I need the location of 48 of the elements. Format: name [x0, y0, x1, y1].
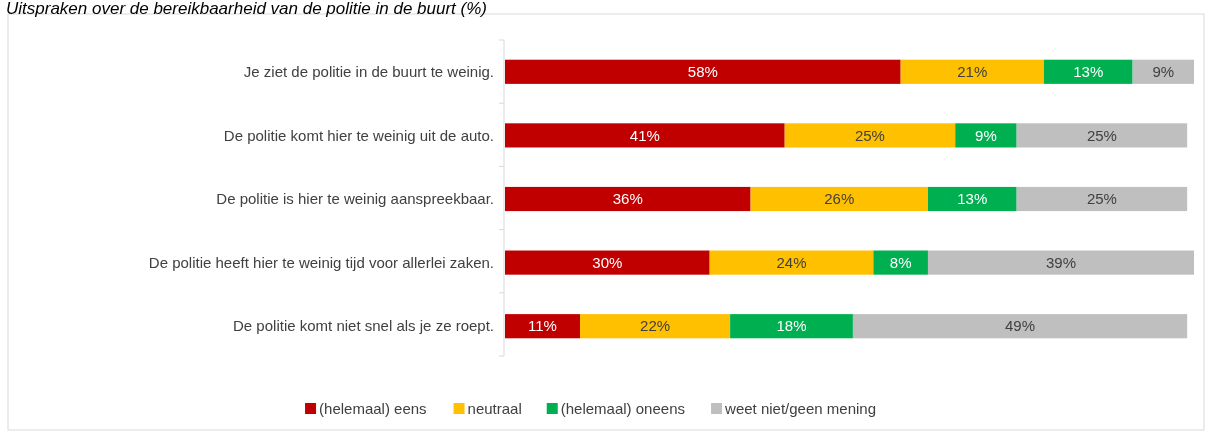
- data-label: 39%: [1045, 253, 1076, 271]
- data-label: 25%: [854, 126, 885, 144]
- bar: [505, 123, 785, 148]
- legend-label: neutraal: [467, 400, 522, 418]
- bar: [927, 250, 1194, 275]
- legend-label: (helemaal) oneens: [560, 400, 685, 418]
- data-label: 41%: [629, 126, 660, 144]
- y-tick-label: Je ziet de politie in de buurt te weinig.: [243, 63, 494, 81]
- bar: [852, 314, 1188, 339]
- bar: [784, 123, 956, 148]
- data-label: 30%: [592, 253, 623, 271]
- legend-label: (helemaal) eens: [319, 400, 427, 418]
- data-label: 18%: [776, 317, 807, 335]
- legend-label: weet niet/geen mening: [724, 400, 876, 418]
- data-label: 9%: [1152, 63, 1175, 81]
- bar: [505, 250, 710, 275]
- bar: [1016, 123, 1188, 148]
- bar: [900, 59, 1044, 84]
- data-label: 11%: [528, 317, 557, 335]
- data-label: 58%: [687, 63, 718, 81]
- data-label: 36%: [612, 190, 643, 208]
- bar: [730, 314, 853, 339]
- data-label: 9%: [975, 126, 997, 144]
- data-label: 22%: [640, 317, 671, 335]
- y-tick-label: De politie komt niet snel als je ze roept.: [233, 317, 494, 335]
- data-label: 13%: [957, 190, 988, 208]
- bar: [580, 314, 731, 339]
- bar: [709, 250, 874, 275]
- data-label: 25%: [1086, 126, 1117, 144]
- bar: [505, 186, 751, 212]
- y-tick-label: De politie heeft hier te weinig tijd voor allerlei zaken.: [148, 253, 494, 271]
- y-tick-label: De politie komt hier te weinig uit de auto.: [223, 126, 494, 144]
- bar: [927, 186, 1017, 212]
- data-label: 13%: [1073, 63, 1104, 81]
- bar: [505, 59, 901, 84]
- bar: [750, 186, 928, 212]
- y-tick-label: De politie is hier te weinig aanspreekbaar.: [216, 190, 494, 208]
- data-label: 24%: [776, 253, 807, 271]
- bar: [1043, 59, 1133, 84]
- bar: [1016, 186, 1188, 212]
- data-label: 8%: [889, 253, 912, 271]
- data-label: 21%: [957, 63, 988, 81]
- data-label: 49%: [1005, 317, 1036, 335]
- text: Uitspraken over de bereikbaarheid van de politie in de buurt (%): [6, 0, 487, 18]
- bar: [955, 123, 1017, 148]
- bar: [505, 314, 581, 339]
- data-label: 26%: [824, 190, 855, 208]
- data-label: 25%: [1086, 190, 1117, 208]
